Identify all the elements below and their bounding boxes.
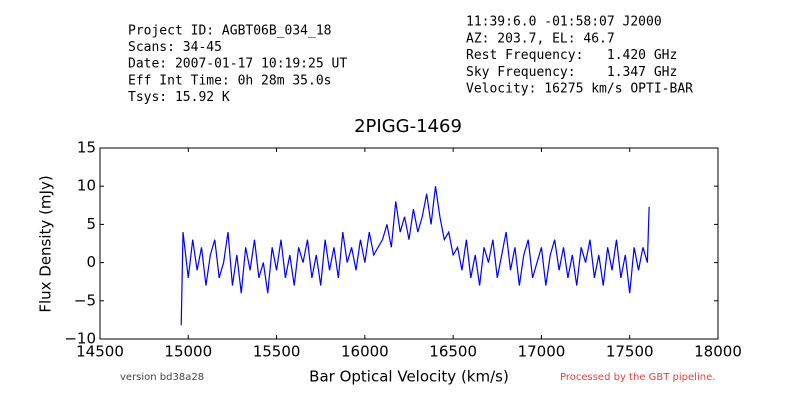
x-tick-label: 16000 — [341, 343, 389, 361]
pipeline-note: Processed by the GBT pipeline. — [560, 372, 715, 383]
y-tick-label: 5 — [86, 215, 96, 233]
x-axis-label: Bar Optical Velocity (km/s) — [309, 368, 509, 386]
header-left-line: Tsys: 15.92 K — [128, 90, 230, 105]
spectrum-line — [180, 186, 650, 326]
x-tick-label: 15000 — [164, 343, 212, 361]
y-tick-label: −10 — [64, 330, 96, 348]
header-left-line: Scans: 34-45 — [128, 40, 222, 55]
plot-frame — [99, 147, 719, 340]
x-tick-label: 15500 — [253, 343, 301, 361]
y-tick-label: 0 — [86, 253, 96, 271]
y-tick-label: 15 — [77, 139, 96, 157]
header-right-line: Velocity: 16275 km/s OPTI-BAR — [466, 82, 693, 97]
y-tick-label: −5 — [74, 291, 96, 309]
header-right-line: Sky Frequency: 1.347 GHz — [466, 65, 677, 80]
header-right-line: Rest Frequency: 1.420 GHz — [466, 48, 677, 63]
y-tick-label: 10 — [77, 177, 96, 195]
header-right-line: 11:39:6.0 -01:58:07 J2000 — [466, 15, 662, 30]
header-left-line: Eff Int Time: 0h 28m 35.0s — [128, 73, 332, 88]
header-right-line: AZ: 203.7, EL: 46.7 — [466, 31, 615, 46]
x-tick-label: 14500 — [76, 343, 124, 361]
x-tick-label: 16500 — [429, 343, 477, 361]
x-tick-label: 17000 — [518, 343, 566, 361]
header-left-line: Date: 2007-01-17 10:19:25 UT — [128, 57, 347, 72]
header-left-line: Project ID: AGBT06B_034_18 — [128, 24, 332, 39]
y-axis-label: Flux Density (mJy) — [37, 175, 55, 312]
chart-title: 2PIGG-1469 — [354, 116, 462, 137]
version: version bd38a28 — [120, 372, 204, 383]
x-tick-label: 17500 — [606, 343, 654, 361]
x-tick-label: 18000 — [694, 343, 742, 361]
